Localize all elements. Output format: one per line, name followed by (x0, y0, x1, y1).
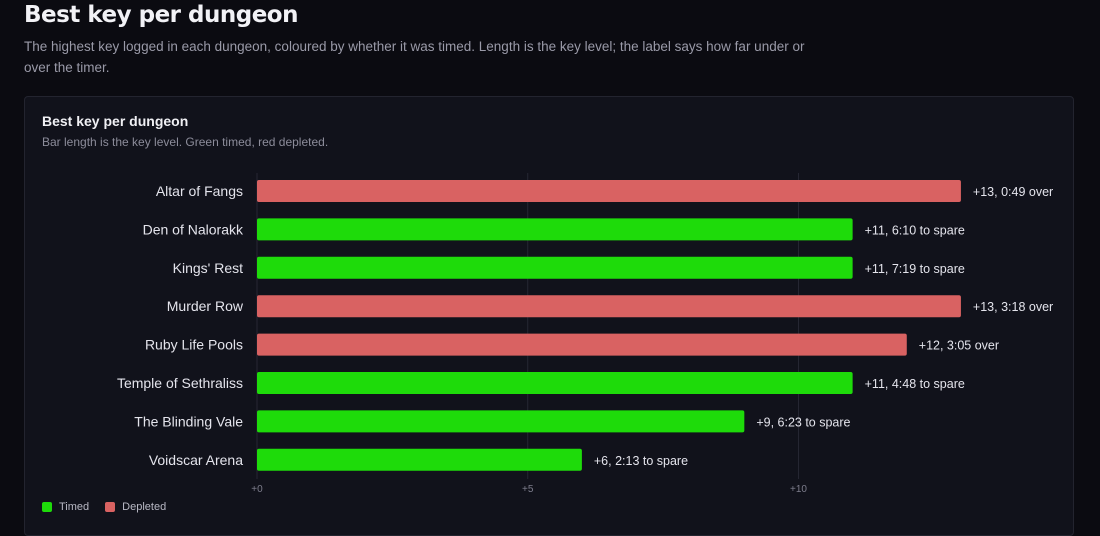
bar (257, 218, 853, 241)
bar (257, 410, 745, 433)
category-label: Ruby Life Pools (145, 337, 243, 353)
legend-swatch-depleted (105, 502, 116, 512)
x-tick-label: +0 (251, 484, 263, 495)
data-label: +13, 0:49 over (973, 185, 1053, 199)
data-label: +12, 3:05 over (919, 339, 999, 353)
category-label: The Blinding Vale (134, 413, 243, 429)
chart-subtitle: Bar length is the key level. Green timed… (42, 135, 329, 149)
chart-title: Best key per dungeon (42, 113, 189, 129)
chart-card: Best key per dungeon Bar length is the k… (24, 96, 1074, 536)
category-label: Voidscar Arena (149, 452, 243, 468)
bar (257, 180, 961, 202)
data-label: +6, 2:13 to spare (594, 454, 688, 468)
data-label: +13, 3:18 over (973, 300, 1053, 314)
legend-item-timed[interactable]: Timed (42, 501, 89, 513)
x-tick-label: +5 (522, 484, 534, 495)
page-title: Best key per dungeon (24, 2, 298, 28)
bar (257, 372, 853, 394)
bar (257, 448, 582, 471)
legend-label-timed: Timed (59, 501, 90, 513)
category-label: Altar of Fangs (156, 183, 243, 199)
category-label: Kings' Rest (173, 260, 243, 276)
data-label: +9, 6:23 to spare (756, 415, 850, 429)
bar-chart: +0 +5 +10 Altar of Fangs +13, 0:49 over Den o… (117, 173, 1053, 495)
bar (257, 295, 961, 318)
bar (257, 256, 853, 279)
data-label: +11, 6:10 to spare (865, 223, 965, 237)
legend-item-depleted[interactable]: Depleted (105, 501, 166, 513)
chart-legend: Timed Depleted (42, 501, 182, 513)
category-label: Murder Row (167, 298, 244, 314)
page-description: The highest key logged in each dungeon, … (24, 39, 805, 75)
data-label: +11, 4:48 to spare (865, 377, 965, 391)
category-label: Temple of Sethraliss (117, 375, 243, 391)
bar (257, 333, 907, 356)
legend-label-depleted: Depleted (122, 501, 167, 513)
legend-swatch-timed (42, 502, 52, 512)
x-tick-label: +10 (790, 484, 807, 495)
category-label: Den of Nalorakk (143, 221, 244, 237)
data-label: +11, 7:19 to spare (865, 262, 965, 276)
